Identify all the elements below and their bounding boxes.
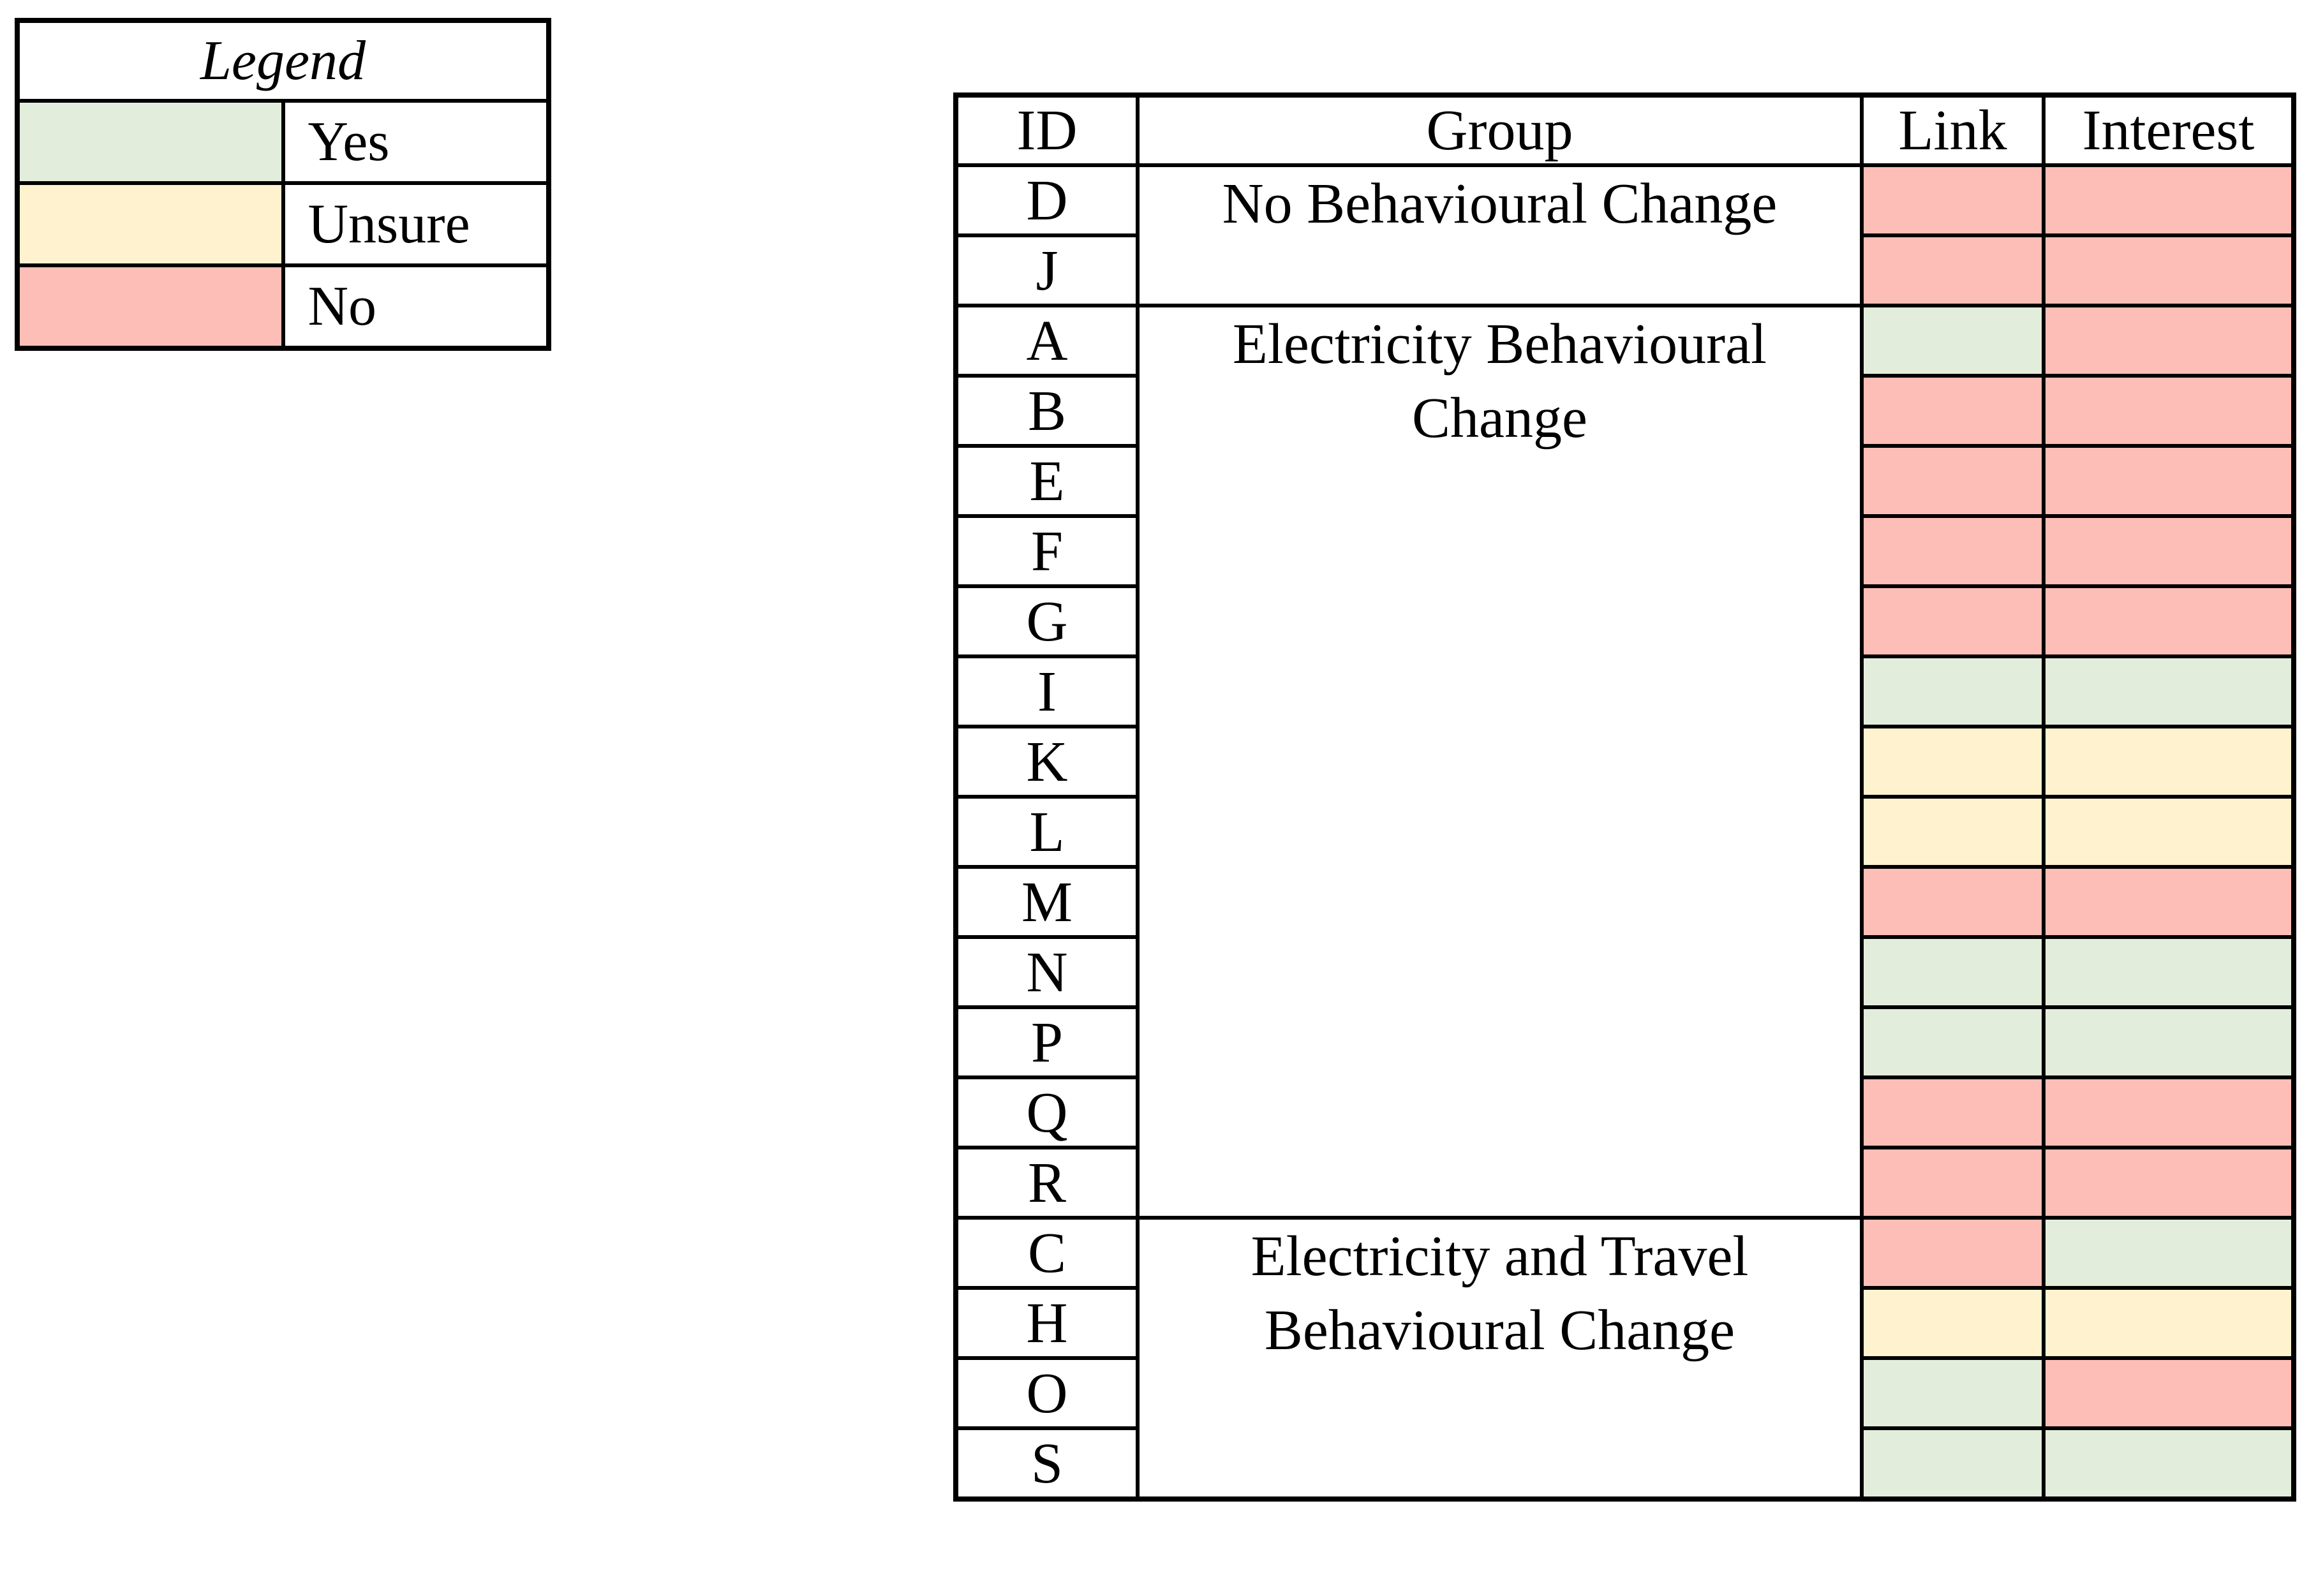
link-status-cell bbox=[1860, 444, 2046, 518]
legend-row-no: No bbox=[15, 263, 551, 350]
legend-table: Legend Yes Unsure No bbox=[15, 18, 551, 351]
link-status-cell bbox=[1860, 304, 2046, 378]
table-row-d: D No Behavioural Change bbox=[954, 163, 2296, 307]
link-status-cell bbox=[1860, 1005, 2046, 1079]
interest-status-cell bbox=[2042, 374, 2296, 448]
id-cell: S bbox=[954, 1426, 1140, 1501]
table-row-a: A Electricity Behavioural Change bbox=[954, 304, 2296, 1220]
legend-title-row: Legend bbox=[15, 18, 551, 103]
id-cell: H bbox=[954, 1286, 1140, 1360]
link-status-cell bbox=[1860, 795, 2046, 869]
legend-row-yes: Yes bbox=[15, 99, 551, 185]
table-row-s: S bbox=[954, 1426, 2296, 1501]
table-row-m: M bbox=[954, 865, 2296, 939]
link-status-cell bbox=[1860, 865, 2046, 939]
legend-label-yes: Yes bbox=[281, 99, 551, 185]
table-row-o: O bbox=[954, 1356, 2296, 1430]
interest-status-cell bbox=[2042, 1286, 2296, 1360]
interest-status-cell bbox=[2042, 444, 2296, 518]
id-cell: E bbox=[954, 444, 1140, 518]
id-cell: L bbox=[954, 795, 1140, 869]
interest-status-cell bbox=[2042, 304, 2296, 378]
legend-label-unsure: Unsure bbox=[281, 181, 551, 267]
table-row-l: L bbox=[954, 795, 2296, 869]
link-status-cell bbox=[1860, 584, 2046, 658]
table-row-p: P bbox=[954, 1005, 2296, 1079]
interest-status-cell bbox=[2042, 1426, 2296, 1501]
id-cell: D bbox=[954, 163, 1140, 237]
header-cell-group: Group bbox=[1136, 93, 1864, 167]
interest-status-cell bbox=[2042, 1146, 2296, 1220]
table-row-q: Q bbox=[954, 1075, 2296, 1149]
legend-title: Legend bbox=[15, 18, 551, 103]
interest-status-cell bbox=[2042, 1356, 2296, 1430]
link-status-cell bbox=[1860, 1286, 2046, 1360]
id-cell: O bbox=[954, 1356, 1140, 1430]
table-row-i: I bbox=[954, 654, 2296, 728]
id-cell: A bbox=[954, 304, 1140, 378]
id-cell: K bbox=[954, 725, 1140, 799]
interest-status-cell bbox=[2042, 935, 2296, 1009]
interest-status-cell bbox=[2042, 1075, 2296, 1149]
group-cell-no-behavioural-change: No Behavioural Change bbox=[1136, 163, 1864, 307]
results-table: ID Group Link Interest D No Behavioural … bbox=[953, 92, 2296, 1502]
interest-status-cell bbox=[2042, 1005, 2296, 1079]
legend-row-unsure: Unsure bbox=[15, 181, 551, 267]
table-row-c: C Electricity and Travel Behavioural Cha… bbox=[954, 1216, 2296, 1501]
link-status-cell bbox=[1860, 725, 2046, 799]
link-status-cell bbox=[1860, 1075, 2046, 1149]
link-status-cell bbox=[1860, 374, 2046, 448]
table-row-r: R bbox=[954, 1146, 2296, 1220]
legend-swatch-no bbox=[15, 263, 285, 350]
link-status-cell bbox=[1860, 514, 2046, 588]
id-cell: R bbox=[954, 1146, 1140, 1220]
legend-swatch-unsure bbox=[15, 181, 285, 267]
interest-status-cell bbox=[2042, 584, 2296, 658]
header-cell-link: Link bbox=[1860, 93, 2046, 167]
id-cell: J bbox=[954, 233, 1140, 307]
header-cell-id: ID bbox=[954, 93, 1140, 167]
table-row-n: N bbox=[954, 935, 2296, 1009]
id-cell: P bbox=[954, 1005, 1140, 1079]
id-cell: Q bbox=[954, 1075, 1140, 1149]
interest-status-cell bbox=[2042, 725, 2296, 799]
header-row: ID Group Link Interest bbox=[954, 93, 2296, 167]
id-cell: G bbox=[954, 584, 1140, 658]
link-status-cell bbox=[1860, 163, 2046, 237]
link-status-cell bbox=[1860, 935, 2046, 1009]
id-cell: B bbox=[954, 374, 1140, 448]
id-cell: I bbox=[954, 654, 1140, 728]
legend-swatch-yes bbox=[15, 99, 285, 185]
interest-status-cell bbox=[2042, 163, 2296, 237]
table-row-h: H bbox=[954, 1286, 2296, 1360]
table-row-b: B bbox=[954, 374, 2296, 448]
table-row-f: F bbox=[954, 514, 2296, 588]
table-row-g: G bbox=[954, 584, 2296, 658]
interest-status-cell bbox=[2042, 1216, 2296, 1290]
interest-status-cell bbox=[2042, 654, 2296, 728]
link-status-cell bbox=[1860, 233, 2046, 307]
header-cell-interest: Interest bbox=[2042, 93, 2296, 167]
interest-status-cell bbox=[2042, 514, 2296, 588]
table-row-e: E bbox=[954, 444, 2296, 518]
table-row-k: K bbox=[954, 725, 2296, 799]
table-row-j: J bbox=[954, 233, 2296, 307]
link-status-cell bbox=[1860, 1216, 2046, 1290]
interest-status-cell bbox=[2042, 865, 2296, 939]
link-status-cell bbox=[1860, 1146, 2046, 1220]
id-cell: N bbox=[954, 935, 1140, 1009]
link-status-cell bbox=[1860, 1426, 2046, 1501]
id-cell: F bbox=[954, 514, 1140, 588]
interest-status-cell bbox=[2042, 795, 2296, 869]
link-status-cell bbox=[1860, 1356, 2046, 1430]
interest-status-cell bbox=[2042, 233, 2296, 307]
group-cell-electricity-and-travel-behavioural-change: Electricity and Travel Behavioural Chang… bbox=[1136, 1216, 1864, 1501]
group-cell-electricity-behavioural-change: Electricity Behavioural Change bbox=[1136, 304, 1864, 1220]
link-status-cell bbox=[1860, 654, 2046, 728]
legend-label-no: No bbox=[281, 263, 551, 350]
id-cell: C bbox=[954, 1216, 1140, 1290]
id-cell: M bbox=[954, 865, 1140, 939]
